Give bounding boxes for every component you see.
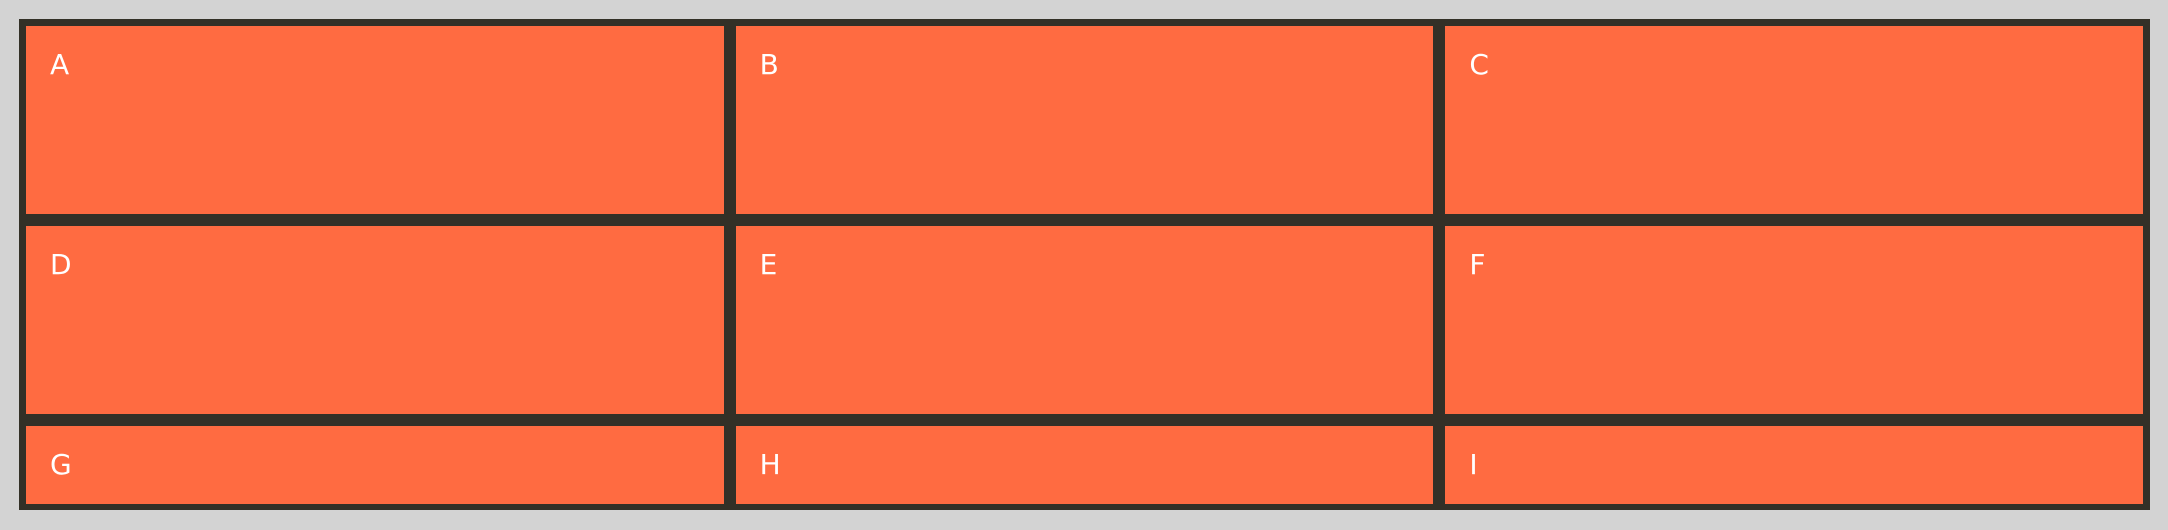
grid-cell-a: A	[26, 26, 724, 214]
grid-cell-d: D	[26, 226, 724, 414]
grid-cell-e: E	[735, 226, 1434, 414]
grid-cell-h: H	[735, 426, 1434, 504]
grid-cell-f: F	[1445, 226, 2143, 414]
grid-cell-c: C	[1445, 26, 2143, 214]
grid-cell-g: G	[26, 426, 724, 504]
grid-cell-i: I	[1445, 426, 2143, 504]
grid-cell-b: B	[735, 26, 1434, 214]
grid-container: A B C D E F G H I	[19, 19, 2150, 510]
